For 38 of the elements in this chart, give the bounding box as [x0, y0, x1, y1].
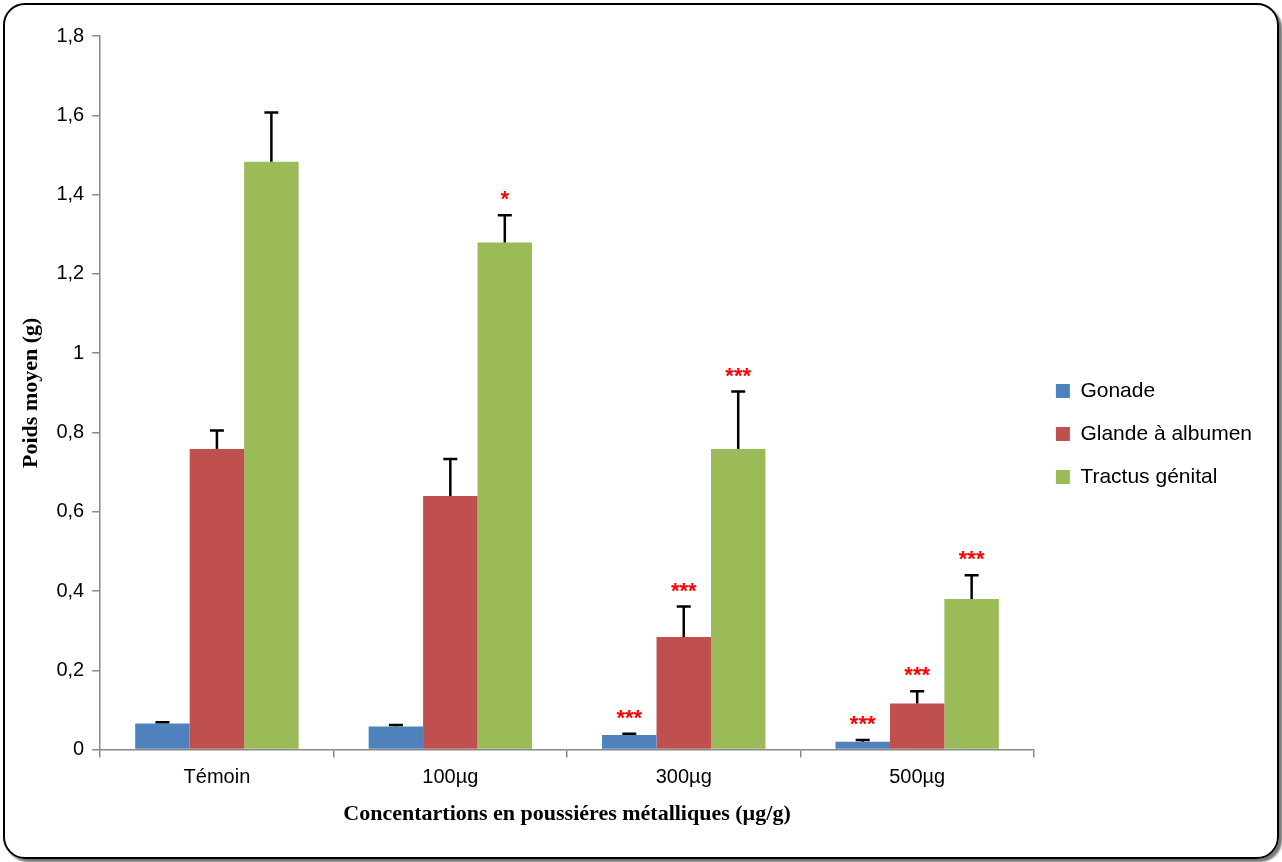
data-label: *** [725, 362, 752, 388]
bar [602, 734, 657, 749]
y-tick-label: 0,2 [56, 657, 85, 680]
y-tick-label: 0,6 [56, 499, 85, 522]
y-tick-label: 1,6 [56, 102, 85, 125]
bar [244, 161, 299, 749]
y-tick-label: 1,4 [56, 182, 85, 205]
data-label: *** [958, 546, 985, 572]
bar [135, 723, 190, 749]
bar [710, 449, 766, 749]
bar [368, 726, 424, 749]
y-axis-title: Poids moyen (g) [16, 317, 42, 468]
y-tick-label: 1 [73, 340, 85, 363]
bar [944, 598, 999, 749]
bar [423, 495, 478, 749]
bar [835, 741, 890, 749]
data-label: *** [849, 711, 876, 737]
x-tick-label: 500µg [889, 765, 946, 788]
x-axis-title: Concentartions en poussiéres métalliques (µg/g) [343, 800, 791, 826]
x-tick-label: 300µg [655, 765, 712, 788]
y-tick-label: 0,4 [56, 578, 85, 601]
data-label: *** [904, 662, 931, 688]
data-label: *** [670, 577, 698, 603]
bar [889, 703, 945, 749]
legend-label: Gonade [1080, 377, 1156, 401]
data-label: *** [616, 704, 643, 730]
x-tick-label: Témoin [183, 765, 251, 788]
data-label: * [500, 186, 510, 212]
bar [477, 242, 533, 749]
y-tick-label: 0,8 [56, 419, 85, 442]
x-tick-label: 100µg [422, 765, 479, 788]
legend-label: Tractus génital [1080, 463, 1218, 487]
y-tick-label: 1,8 [56, 23, 85, 46]
bar [189, 449, 245, 749]
legend-label: Glande à albumen [1080, 420, 1253, 444]
y-tick-label: 1,2 [56, 261, 85, 284]
bar [656, 637, 711, 749]
y-tick-label: 0 [73, 737, 85, 760]
